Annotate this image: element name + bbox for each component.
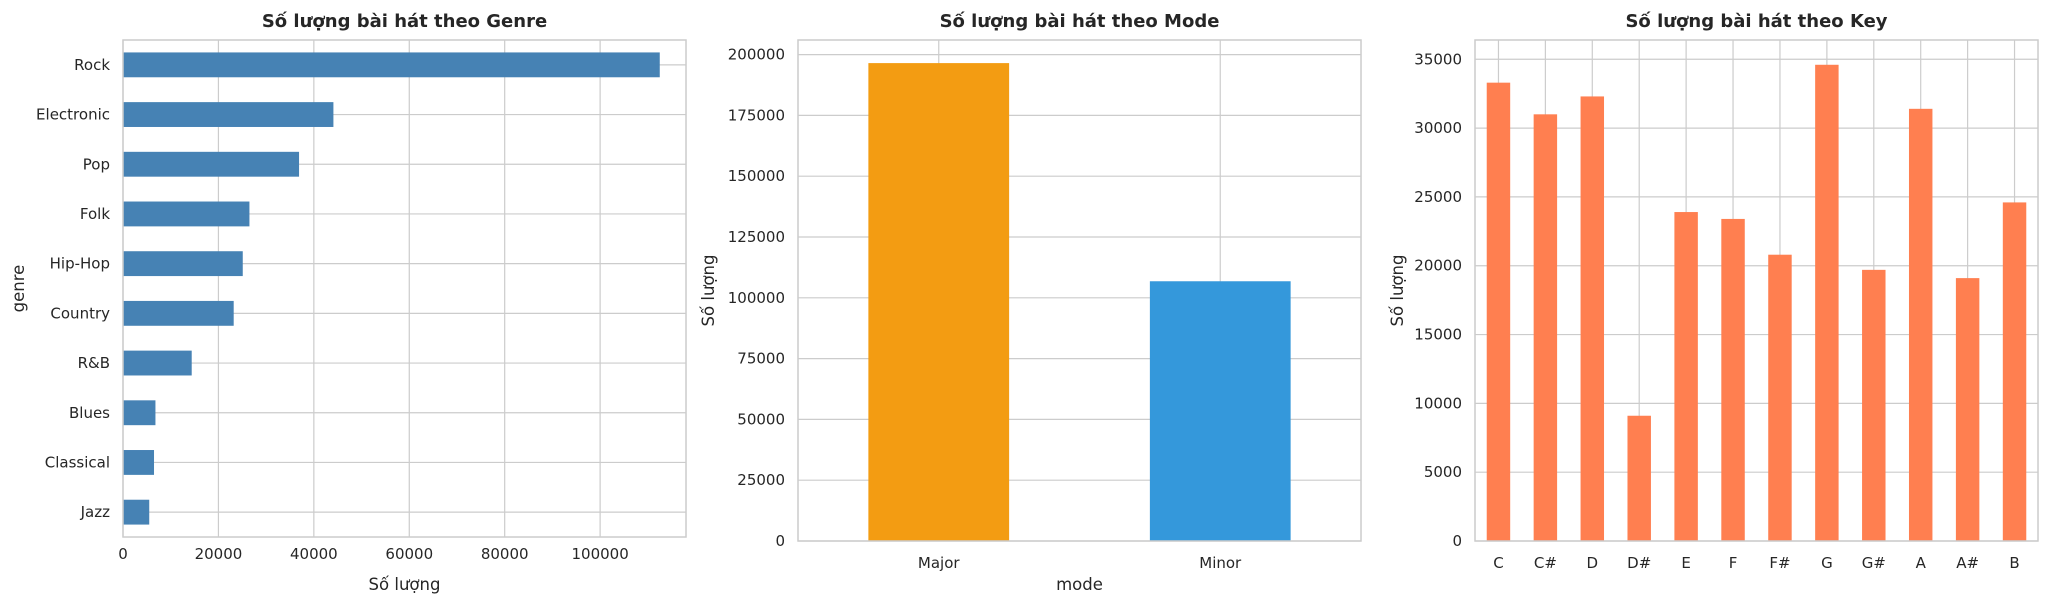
y-tick-label: Blues <box>69 404 110 422</box>
y-tick-label: Classical <box>45 453 110 471</box>
x-tick-label: Minor <box>1199 554 1242 572</box>
bar-c-sharp <box>1533 114 1558 542</box>
bar-c <box>1486 82 1511 542</box>
chart-title: Số lượng bài hát theo Mode <box>940 11 1220 32</box>
bar-hip-hop <box>123 251 243 277</box>
bar-blues <box>123 400 156 426</box>
genre-chart: 0 20000 40000 60000 80000 100000 Rock Electroni… <box>9 11 687 594</box>
x-tick-label: C# <box>1534 554 1557 572</box>
bar-f <box>1721 218 1745 541</box>
y-tick-label: 25000 <box>1414 188 1462 206</box>
y-axis-label: Số lượng <box>1388 255 1407 327</box>
x-tick-label: F <box>1729 554 1738 572</box>
bar-b <box>2002 202 2027 541</box>
bar-g <box>1815 64 1839 542</box>
y-tick-label: 150000 <box>728 167 785 185</box>
bar-e <box>1674 212 1698 542</box>
y-tick-label: 200000 <box>728 46 785 64</box>
bar-minor <box>1149 281 1291 541</box>
y-tick-label: 100000 <box>728 289 785 307</box>
x-axis-label: mode <box>1056 575 1103 594</box>
y-tick-label: 25000 <box>737 471 785 489</box>
mode-chart: 0 25000 50000 75000 100000 125000 150000 175000… <box>699 11 1362 594</box>
y-tick-label: 15000 <box>1414 326 1462 344</box>
x-tick-label: A <box>1916 554 1927 572</box>
y-tick-label: 125000 <box>728 228 785 246</box>
x-tick-label: C <box>1493 554 1503 572</box>
bar-pop <box>123 151 300 177</box>
x-tick-label: E <box>1681 554 1690 572</box>
y-tick-label: 50000 <box>737 410 785 428</box>
x-tick-label: 80000 <box>481 545 529 563</box>
x-tick-label: D# <box>1627 554 1651 572</box>
bar-classical <box>123 450 155 475</box>
y-tick-label: Hip-Hop <box>50 255 110 273</box>
y-tick-label: 5000 <box>1424 463 1462 481</box>
x-tick-label: A# <box>1956 554 1979 572</box>
bar-r-b <box>123 350 192 376</box>
x-tick-label: D <box>1587 554 1599 572</box>
y-tick-label: 30000 <box>1414 119 1462 137</box>
y-tick-label: R&B <box>78 354 110 372</box>
bar-g-sharp <box>1862 269 1886 541</box>
y-tick-label: Country <box>50 304 110 322</box>
bar-f-sharp <box>1768 254 1792 541</box>
bar-rock <box>123 52 660 78</box>
y-tick-label: Pop <box>83 155 110 173</box>
bar-country <box>123 300 234 326</box>
plot-frame <box>122 39 687 538</box>
x-tick-label: G <box>1821 554 1833 572</box>
bar-d-sharp <box>1627 415 1651 541</box>
y-tick-label: 20000 <box>1414 257 1462 275</box>
y-tick-label: Rock <box>74 56 110 74</box>
x-tick-label: 0 <box>118 545 128 563</box>
bar-major <box>868 63 1010 541</box>
x-tick-label: 100000 <box>571 545 628 563</box>
bar-electronic <box>123 102 334 127</box>
x-tick-label: 60000 <box>385 545 433 563</box>
y-axis-label: Số lượng <box>699 255 718 327</box>
x-tick-label: 40000 <box>290 545 338 563</box>
x-tick-label: G# <box>1862 554 1886 572</box>
y-tick-label: 75000 <box>737 350 785 368</box>
y-tick-label: Folk <box>80 205 110 223</box>
bar-a <box>1908 108 1933 542</box>
y-tick-label: 175000 <box>728 106 785 124</box>
x-axis-label: Số lượng <box>369 575 441 594</box>
y-tick-label: 0 <box>1452 532 1462 550</box>
chart-title: Số lượng bài hát theo Key <box>1625 11 1887 32</box>
bar-a-sharp <box>1955 278 1980 541</box>
bar-jazz <box>123 499 150 525</box>
bar-d <box>1580 96 1605 541</box>
y-tick-label: 35000 <box>1414 50 1462 68</box>
key-chart: 0 5000 10000 15000 20000 25000 30000 35000 C C# D D… <box>1388 11 2039 572</box>
y-tick-label: Jazz <box>80 503 110 521</box>
x-tick-label: B <box>2009 554 2019 572</box>
y-tick-label: 10000 <box>1414 394 1462 412</box>
chart-title: Số lượng bài hát theo Genre <box>262 11 547 32</box>
x-tick-label: 20000 <box>195 545 243 563</box>
y-axis-label: genre <box>9 265 28 313</box>
bar-folk <box>123 201 250 227</box>
y-tick-label: 0 <box>775 532 785 550</box>
x-tick-label: F# <box>1769 554 1790 572</box>
plot-frame <box>1474 39 2039 542</box>
plot-frame <box>797 39 1362 542</box>
x-tick-label: Major <box>918 554 960 572</box>
y-tick-label: Electronic <box>36 106 110 124</box>
